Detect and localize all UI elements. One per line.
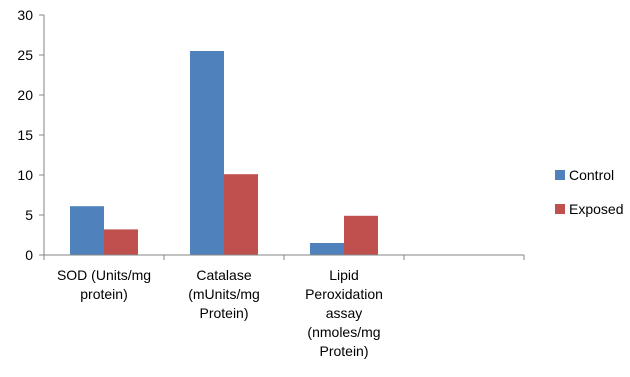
x-category-label: Lipid Peroxidation assay (nmoles/mg Protein) — [305, 267, 383, 359]
x-category-label-line: assay — [326, 305, 363, 321]
x-category-label-line: Catalase — [196, 267, 251, 283]
bars — [70, 51, 378, 255]
x-category-label-line: protein) — [80, 286, 127, 302]
y-tick-label: 10 — [17, 167, 33, 183]
bar-control — [310, 243, 344, 255]
x-category-label-line: SOD (Units/mg — [57, 267, 151, 283]
legend-swatch-control — [555, 170, 565, 180]
y-axis: 0 5 10 15 20 25 30 — [17, 7, 45, 263]
bar-control — [70, 206, 104, 255]
y-tick-label: 15 — [17, 127, 33, 143]
x-category-label: Catalase (mUnits/mg Protein) — [188, 267, 260, 321]
legend-swatch-exposed — [555, 204, 565, 214]
legend-label-exposed: Exposed — [569, 201, 623, 217]
y-tick-label: 0 — [25, 247, 33, 263]
bar-exposed — [104, 229, 138, 255]
y-tick-label: 5 — [25, 207, 33, 223]
bar-exposed — [224, 174, 258, 255]
x-category-label-line: Lipid — [329, 267, 359, 283]
y-tick-label: 20 — [17, 87, 33, 103]
bar-control — [190, 51, 224, 255]
y-tick-label: 30 — [17, 7, 33, 23]
x-category-label-line: (nmoles/mg — [307, 324, 380, 340]
x-category-label-line: Protein) — [199, 305, 248, 321]
bar-exposed — [344, 215, 378, 255]
x-category-label-line: Protein) — [319, 343, 368, 359]
x-category-label-line: (mUnits/mg — [188, 286, 260, 302]
x-axis: SOD (Units/mg protein) Catalase (mUnits/mg P… — [43, 254, 525, 359]
x-category-label: SOD (Units/mg protein) — [57, 267, 151, 302]
legend: Control Exposed — [555, 167, 623, 217]
x-category-label-line: Peroxidation — [305, 286, 383, 302]
legend-label-control: Control — [569, 167, 614, 183]
y-tick-label: 25 — [17, 47, 33, 63]
